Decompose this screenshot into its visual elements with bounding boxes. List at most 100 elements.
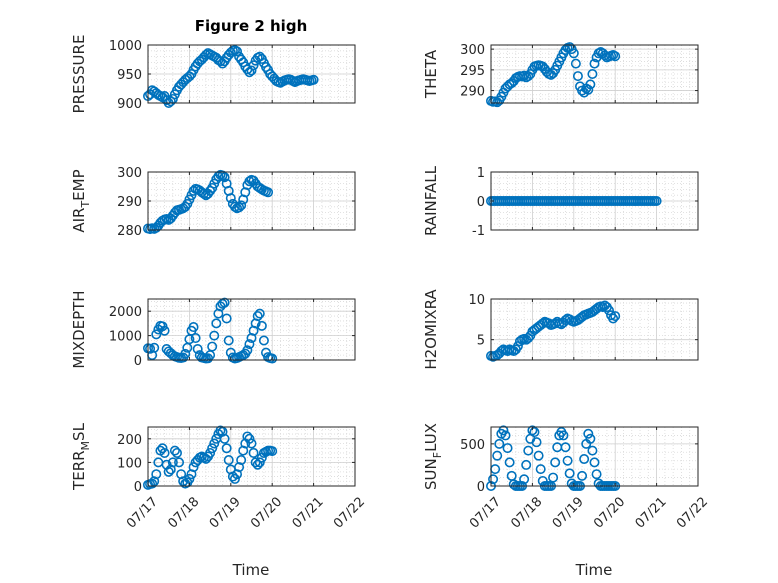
- data-point: [523, 445, 534, 456]
- x-tick-label: 07/20: [248, 494, 285, 531]
- data-point: [558, 430, 569, 441]
- y-tick-label: 290: [460, 85, 485, 100]
- y-axis-label: THETA: [422, 49, 440, 99]
- y-tick-label: 500: [460, 438, 485, 453]
- data-point: [238, 445, 249, 456]
- data-point: [165, 464, 176, 475]
- y-axis-label: PRESSURE: [70, 35, 88, 114]
- y-tick-label: 0: [134, 480, 142, 495]
- x-tick-label: 07/22: [331, 494, 368, 531]
- x-axis-label-right: Time: [575, 561, 613, 579]
- data-point: [610, 311, 621, 322]
- data-point: [585, 433, 596, 444]
- subplot-5: 0 1000 2000 MIXDEPTH: [70, 290, 356, 369]
- data-point: [207, 443, 218, 454]
- data-point: [221, 443, 232, 454]
- data-point: [234, 462, 245, 473]
- data-series: [143, 169, 274, 235]
- data-point: [190, 333, 201, 344]
- x-tick-label: 07/19: [207, 494, 244, 531]
- data-point: [589, 457, 600, 468]
- data-point: [232, 469, 243, 480]
- axes-box: [147, 426, 356, 487]
- data-point: [171, 447, 182, 458]
- y-axis-label-sub: F: [431, 452, 444, 458]
- y-tick-label: -1: [472, 224, 485, 239]
- subplot-8: 0 500 SUNFLUX 07/17 07/18 07/19 07/20 07/21 07/2…: [422, 423, 711, 532]
- y-axis-label-tail: SL: [70, 422, 88, 441]
- data-point: [560, 442, 571, 453]
- data-point: [572, 71, 583, 82]
- data-point: [258, 335, 269, 346]
- y-axis-label-main: TERR: [70, 450, 88, 491]
- y-axis-label-main: THETA: [422, 49, 440, 99]
- data-series: [485, 42, 621, 108]
- data-point: [500, 430, 511, 441]
- x-tick-label: 07/21: [290, 494, 327, 531]
- data-point: [250, 457, 261, 468]
- axes-box: [490, 44, 699, 104]
- data-point: [209, 438, 220, 449]
- y-tick-label: 0: [477, 195, 485, 210]
- data-point: [211, 318, 222, 329]
- subplot-7: 0 100 200 TERRMSL 07/17 07/18 07/19 07/20 07/21 0…: [70, 422, 368, 531]
- data-series: [485, 300, 621, 362]
- data-point: [209, 330, 220, 341]
- data-point: [176, 469, 187, 480]
- data-point: [568, 48, 579, 59]
- data-point: [244, 176, 255, 187]
- data-point: [244, 433, 255, 444]
- y-tick-label: 300: [117, 166, 142, 181]
- axes-box: [490, 426, 699, 487]
- data-series: [143, 425, 278, 490]
- data-point: [219, 433, 230, 444]
- x-tick-label: 07/17: [124, 494, 161, 531]
- data-point: [236, 200, 247, 211]
- data-point: [498, 425, 509, 436]
- subplot-2: 290 295 300 THETA: [422, 42, 699, 108]
- y-tick-label: 1: [477, 166, 485, 181]
- data-point: [248, 447, 259, 458]
- data-point: [267, 353, 278, 364]
- data-point: [157, 443, 168, 454]
- subplot-4: -1 0 1 RAINFALL: [422, 165, 699, 239]
- data-point: [221, 313, 232, 324]
- y-tick-label: 280: [117, 224, 142, 239]
- axes-box: [490, 298, 699, 361]
- data-point: [242, 345, 253, 356]
- y-tick-label: 200: [117, 433, 142, 448]
- y-axis-label-main: RAINFALL: [422, 165, 440, 236]
- data-point: [180, 348, 191, 359]
- data-point: [531, 437, 542, 448]
- data-point: [151, 329, 162, 340]
- data-series: [143, 297, 278, 364]
- data-point: [610, 51, 621, 62]
- data-point: [550, 457, 561, 468]
- y-axis-label-tail: EMP: [70, 169, 88, 200]
- data-point: [145, 343, 156, 354]
- data-point: [186, 469, 197, 480]
- data-point: [494, 438, 505, 449]
- data-point: [205, 447, 216, 458]
- data-point: [149, 342, 160, 353]
- data-point: [263, 187, 274, 198]
- data-point: [254, 457, 265, 468]
- data-point: [519, 70, 530, 81]
- y-tick-label: 0: [134, 354, 142, 369]
- data-point: [244, 339, 255, 350]
- data-point: [591, 469, 602, 480]
- y-axis-label: MIXDEPTH: [70, 290, 88, 368]
- data-point: [527, 425, 538, 436]
- data-point: [174, 457, 185, 468]
- data-point: [252, 459, 263, 470]
- x-tick-label: 07/19: [550, 494, 587, 531]
- data-point: [603, 305, 614, 316]
- y-tick-label: 950: [117, 68, 142, 83]
- data-point: [236, 455, 247, 466]
- data-point: [163, 466, 174, 477]
- data-point: [159, 447, 170, 458]
- x-tick-label: 07/22: [674, 494, 711, 531]
- data-point: [608, 313, 619, 324]
- data-point: [583, 84, 594, 95]
